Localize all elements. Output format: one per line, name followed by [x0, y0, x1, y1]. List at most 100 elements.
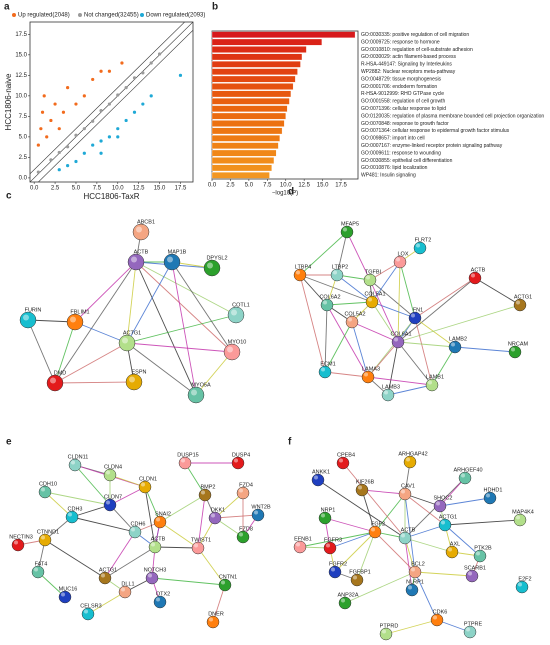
edge: [74, 464, 111, 506]
edge: [414, 571, 473, 577]
node-label: ARHGAP42: [398, 451, 427, 457]
node-shine: [207, 262, 213, 269]
node-label: FAT4: [35, 561, 48, 567]
edge: [44, 491, 111, 506]
edge: [361, 489, 406, 495]
category-label: GO:0001706: endoderm formation: [361, 84, 437, 90]
node-label: FGFR3: [324, 537, 342, 543]
node-shine: [221, 580, 225, 585]
node: [68, 458, 82, 472]
edge: [374, 493, 406, 533]
edge: [54, 342, 128, 384]
edge: [326, 301, 373, 306]
point: [39, 127, 43, 131]
node: [320, 298, 334, 312]
node: [465, 569, 479, 583]
node: [66, 313, 84, 331]
point: [99, 139, 103, 143]
node: [223, 343, 241, 361]
edge: [431, 346, 456, 386]
node-shine: [194, 543, 198, 548]
plot-frame: [211, 30, 359, 180]
node-shine: [341, 598, 345, 603]
node: [355, 483, 369, 497]
node-shine: [156, 597, 160, 602]
node-shine: [106, 500, 110, 505]
node-shine: [516, 300, 520, 305]
category-label: WP481: Insulin signaling: [361, 173, 416, 179]
point: [42, 94, 46, 98]
category-label: WP2882: Nuclear receptors meta-pathway: [361, 69, 456, 75]
edge: [326, 304, 369, 378]
point: [99, 69, 103, 73]
node-label: ACTG1: [439, 514, 457, 520]
edge: [356, 531, 376, 581]
category-label: GO:0030029: actin filament-based process: [361, 54, 457, 60]
node: [338, 596, 352, 610]
node-shine: [331, 567, 335, 572]
node-label: CDH3: [68, 506, 83, 512]
edge: [444, 524, 481, 557]
panel-label: d: [288, 187, 294, 198]
node: [187, 386, 205, 404]
edge: [399, 261, 416, 319]
node-label: NOTCH3: [144, 567, 167, 573]
node: [128, 525, 142, 539]
category-label: GO:0070848: response to growth factor: [361, 121, 449, 127]
node-label: BCL2: [411, 561, 425, 567]
node: [336, 456, 350, 470]
category-label: GO:0098657: import into cell: [361, 136, 425, 142]
node: [350, 573, 364, 587]
edge: [474, 277, 521, 306]
node: [430, 613, 444, 627]
bar: [211, 164, 272, 172]
edge: [361, 489, 376, 533]
node-shine: [23, 314, 29, 321]
edge: [397, 277, 476, 343]
node: [203, 259, 221, 277]
node-label: SNAI2: [155, 511, 171, 517]
x-tick-label: 2.5: [51, 186, 60, 192]
node: [318, 511, 332, 525]
point: [157, 52, 162, 56]
edge: [214, 492, 244, 519]
node-shine: [34, 567, 38, 572]
category-label: GO:0010876: lipid localization: [361, 165, 428, 171]
node-shine: [451, 342, 455, 347]
edge: [336, 274, 373, 303]
node-label: CAV1: [401, 483, 415, 489]
node-label: PTPRD: [380, 623, 399, 629]
node-shine: [394, 337, 398, 342]
x-tick-label: 7.5: [93, 186, 102, 192]
node-shine: [71, 460, 75, 465]
edge: [414, 571, 438, 621]
bar: [211, 105, 288, 112]
node: [403, 455, 417, 469]
edge: [197, 494, 206, 549]
point: [74, 102, 78, 106]
point: [49, 118, 53, 123]
node: [508, 345, 522, 359]
edge: [371, 301, 399, 343]
category-label: GO:0001558: regulation of cell growth: [361, 99, 445, 105]
edge: [324, 517, 376, 533]
edge: [71, 516, 136, 533]
panel-label: a: [4, 2, 10, 13]
node-shine: [516, 515, 520, 520]
node-label: TGFBI: [365, 269, 382, 275]
point: [99, 151, 103, 155]
point: [66, 86, 70, 90]
node-shine: [234, 458, 238, 463]
node-shine: [231, 309, 237, 316]
x-tick-label: 0.0: [30, 186, 39, 192]
node-shine: [353, 575, 357, 580]
y-tick-label: 17.5: [15, 32, 27, 38]
node-label: CDH6: [131, 521, 146, 527]
node-label: BMP2: [201, 484, 216, 490]
node-label: WNT2B: [251, 504, 271, 510]
legend-dot: [140, 13, 144, 17]
bar: [211, 172, 270, 179]
edge: [126, 342, 233, 353]
edge: [351, 321, 399, 343]
